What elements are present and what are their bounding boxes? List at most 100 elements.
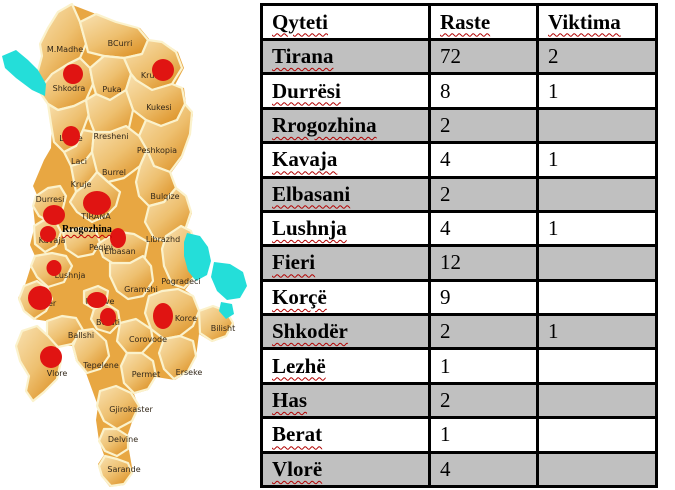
city-cell: Durrësi: [260, 72, 431, 110]
city-cell: Vlorë: [260, 450, 431, 488]
victims-value: [536, 278, 658, 317]
district-shapes: [14, 2, 235, 488]
cases-value: 12: [428, 244, 539, 282]
region-label: Korce: [175, 314, 197, 323]
col-header-raste: Raste: [428, 3, 539, 41]
table-row: Tirana 72 2: [260, 37, 658, 76]
city-cell: Has: [260, 381, 431, 420]
region-label: Elbasan: [104, 247, 135, 256]
city-name: Tirana: [272, 44, 334, 69]
victims-value: 1: [536, 312, 658, 351]
victims-value: 2: [536, 37, 658, 76]
region-label: Delvine: [108, 435, 138, 444]
region-label: Kukesi: [146, 103, 172, 112]
header-row: Qyteti Raste Viktima: [260, 3, 658, 41]
city-cell: Rrogozhina: [260, 106, 431, 145]
district-tepelene: [71, 327, 111, 375]
col-header-raste-label: Raste: [440, 9, 491, 34]
case-dot: [46, 260, 62, 276]
region-label: Permet: [132, 370, 160, 379]
district-erseke: [157, 334, 198, 381]
table-row: Fieri 12: [260, 244, 658, 282]
cases-table-panel: Qyteti Raste Viktima Tirana 72 2 Durrësi 8 1 R…: [260, 3, 658, 488]
city-name: Korçë: [272, 284, 327, 309]
case-dot: [28, 286, 52, 310]
cases-value: 4: [428, 209, 539, 248]
city-name: Lushnja: [272, 216, 347, 241]
region-label: Tepelene: [82, 361, 119, 370]
city-cell: Lushnja: [260, 209, 431, 248]
district-delvine: [97, 427, 130, 458]
region-label: Burrel: [102, 168, 126, 177]
victims-value: [536, 416, 658, 454]
case-dot: [83, 191, 111, 215]
region-label: Gjirokaster: [109, 405, 153, 414]
lake-prespa-shape: [211, 262, 247, 300]
table-row: Vlorë 4: [260, 450, 658, 488]
region-label: Rresheni: [93, 132, 128, 141]
cases-value: 1: [428, 416, 539, 454]
region-label: Bulqize: [150, 192, 179, 201]
region-label: Pogradeci: [161, 277, 200, 286]
victims-value: [536, 381, 658, 420]
victims-value: 1: [536, 141, 658, 179]
city-name: Durrësi: [272, 78, 341, 103]
cases-value: 72: [428, 37, 539, 76]
city-name: Lezhë: [272, 353, 326, 378]
table-row: Lushnja 4 1: [260, 209, 658, 248]
cases-value: 1: [428, 347, 539, 385]
cases-table-header: Qyteti Raste Viktima: [260, 3, 658, 41]
case-dots: [28, 59, 174, 368]
region-label: Puka: [102, 85, 121, 94]
case-dot: [62, 126, 80, 146]
district-vlore: [14, 324, 63, 403]
region-label: Sarande: [107, 465, 140, 474]
region-label: Kruje: [71, 180, 92, 189]
city-cell: Elbasani: [260, 175, 431, 213]
lake-prespa-small-shape: [219, 302, 234, 319]
cases-value: 4: [428, 141, 539, 179]
cases-value: 9: [428, 278, 539, 317]
rrogozhina-annotation: Rrogozhina: [62, 224, 112, 235]
region-label: Peshkopia: [137, 146, 177, 155]
district-gjirokaster: [95, 384, 141, 431]
cases-value: 2: [428, 106, 539, 145]
cases-value: 8: [428, 72, 539, 110]
table-row: Lezhë 1: [260, 347, 658, 385]
albania-map-svg: M.MadheBCurriShkodraPukaKrumeKukesiLezhe…: [2, 2, 247, 488]
case-dot: [110, 228, 126, 248]
case-dot: [100, 308, 116, 326]
victims-value: [536, 175, 658, 213]
region-label: Erseke: [176, 368, 203, 377]
city-name: Berat: [272, 422, 323, 447]
victims-value: 1: [536, 209, 658, 248]
region-label: Laci: [71, 157, 87, 166]
district-sarande: [97, 454, 134, 488]
albania-map: M.MadheBCurriShkodraPukaKrumeKukesiLezhe…: [0, 0, 258, 490]
city-name: Has: [272, 387, 308, 412]
col-header-viktima-label: Viktima: [548, 9, 621, 34]
city-name: Elbasani: [272, 181, 351, 206]
district-corovode: [115, 317, 155, 355]
victims-value: [536, 106, 658, 145]
region-label: TIRANA: [80, 212, 111, 221]
col-header-qyteti-label: Qyteti: [272, 9, 328, 34]
city-cell: Korçë: [260, 278, 431, 317]
city-name: Fieri: [272, 250, 316, 275]
table-row: Kavaja 4 1: [260, 141, 658, 179]
table-row: Has 2: [260, 381, 658, 420]
cases-value: 4: [428, 450, 539, 488]
city-name: Vlorë: [272, 456, 323, 481]
lake-ohrid-shape: [184, 233, 211, 281]
cases-value: 2: [428, 381, 539, 420]
case-dot: [87, 292, 107, 308]
col-header-qyteti: Qyteti: [260, 3, 431, 41]
region-label: Bilisht: [211, 324, 236, 333]
case-dot: [43, 205, 65, 225]
region-label: BCurri: [108, 39, 133, 48]
district-peqin: [61, 226, 102, 259]
case-dot: [40, 346, 62, 368]
lake-shkodra-shape: [2, 50, 46, 96]
region-label: Shkodra: [53, 84, 86, 93]
